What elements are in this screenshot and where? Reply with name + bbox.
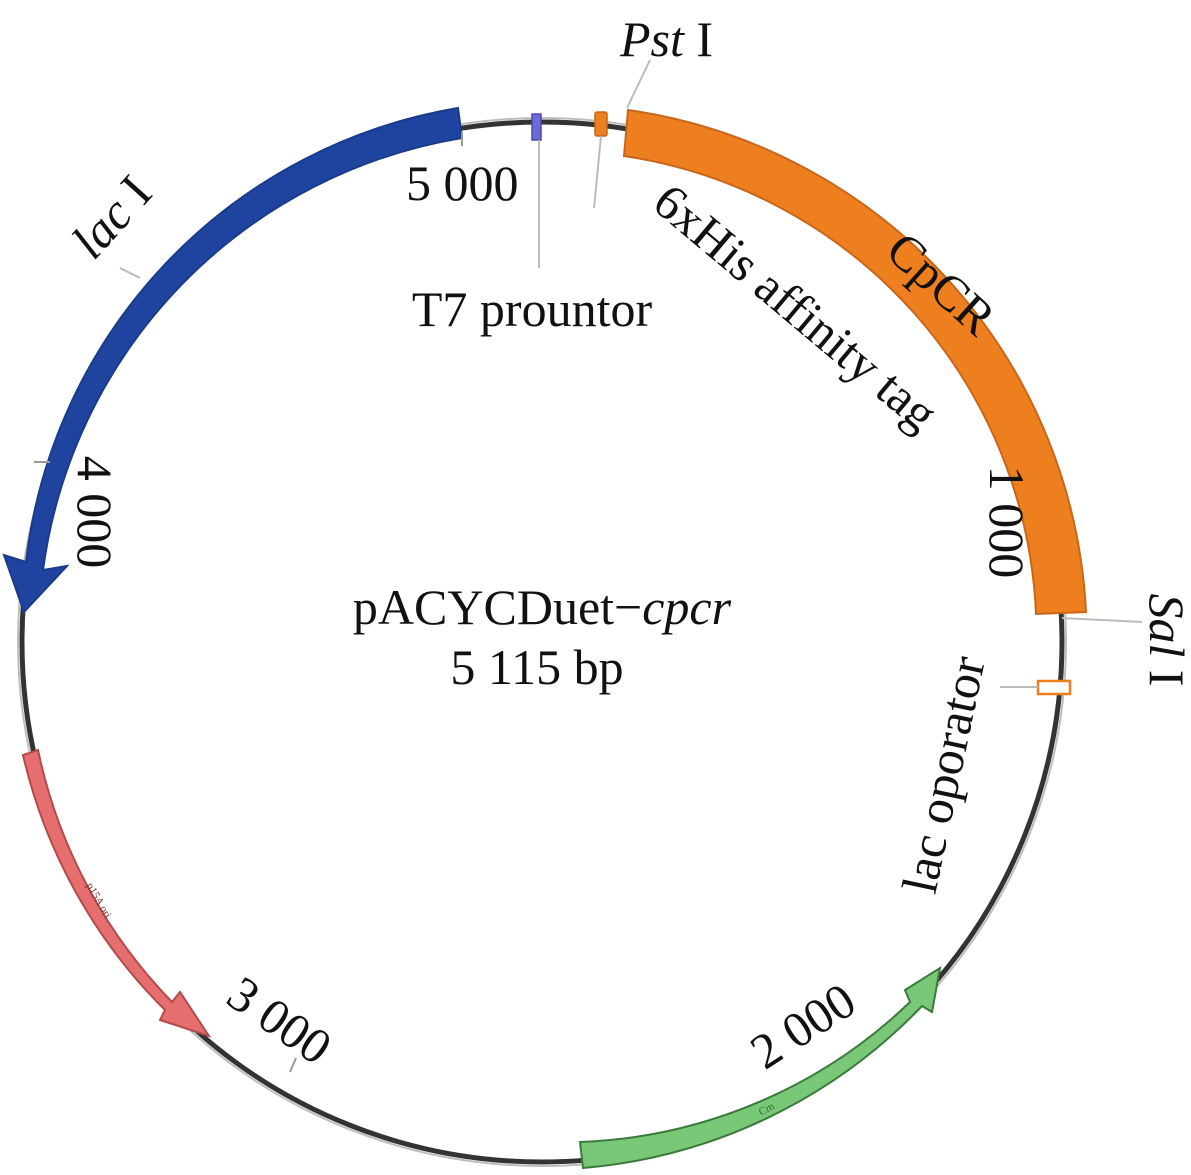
leader-his-tag [593,135,602,209]
tick-label-5000: 5 000 [406,155,519,211]
plasmid-size: 5 115 bp [450,639,623,695]
plasmid-backbone-shadow [17,117,1067,1167]
sal-i-label: Sal I [1139,593,1191,686]
plasmid-name: pACYCDuet−cpcr [353,579,732,635]
pst-i-label: Pst I [619,11,713,67]
t7-promoter-box [531,113,542,141]
cpcr-gene-arrow [622,108,1088,616]
tick-label-1000: 1 000 [979,466,1035,579]
p15a-ori-arrow [21,748,212,1038]
tick-3000 [289,1057,297,1073]
t7-promoter-label: T7 prountor [412,281,653,337]
tick-label-4000: 4 000 [67,456,123,569]
his-tag-box [594,111,608,137]
plasmid-backbone [19,119,1065,1165]
cm-gene-arrow [578,965,942,1170]
leader-sal-i [1061,617,1143,623]
leader-lac-i [119,267,141,279]
lac-operator-label: lac oporator [891,651,996,898]
lac-i-label: lac I [60,164,162,269]
lac-i-gene-arrow [2,106,464,614]
tick-label-3000: 3 000 [218,965,342,1075]
lac-operator-box [1036,679,1072,696]
leader-pst-i [626,59,651,109]
